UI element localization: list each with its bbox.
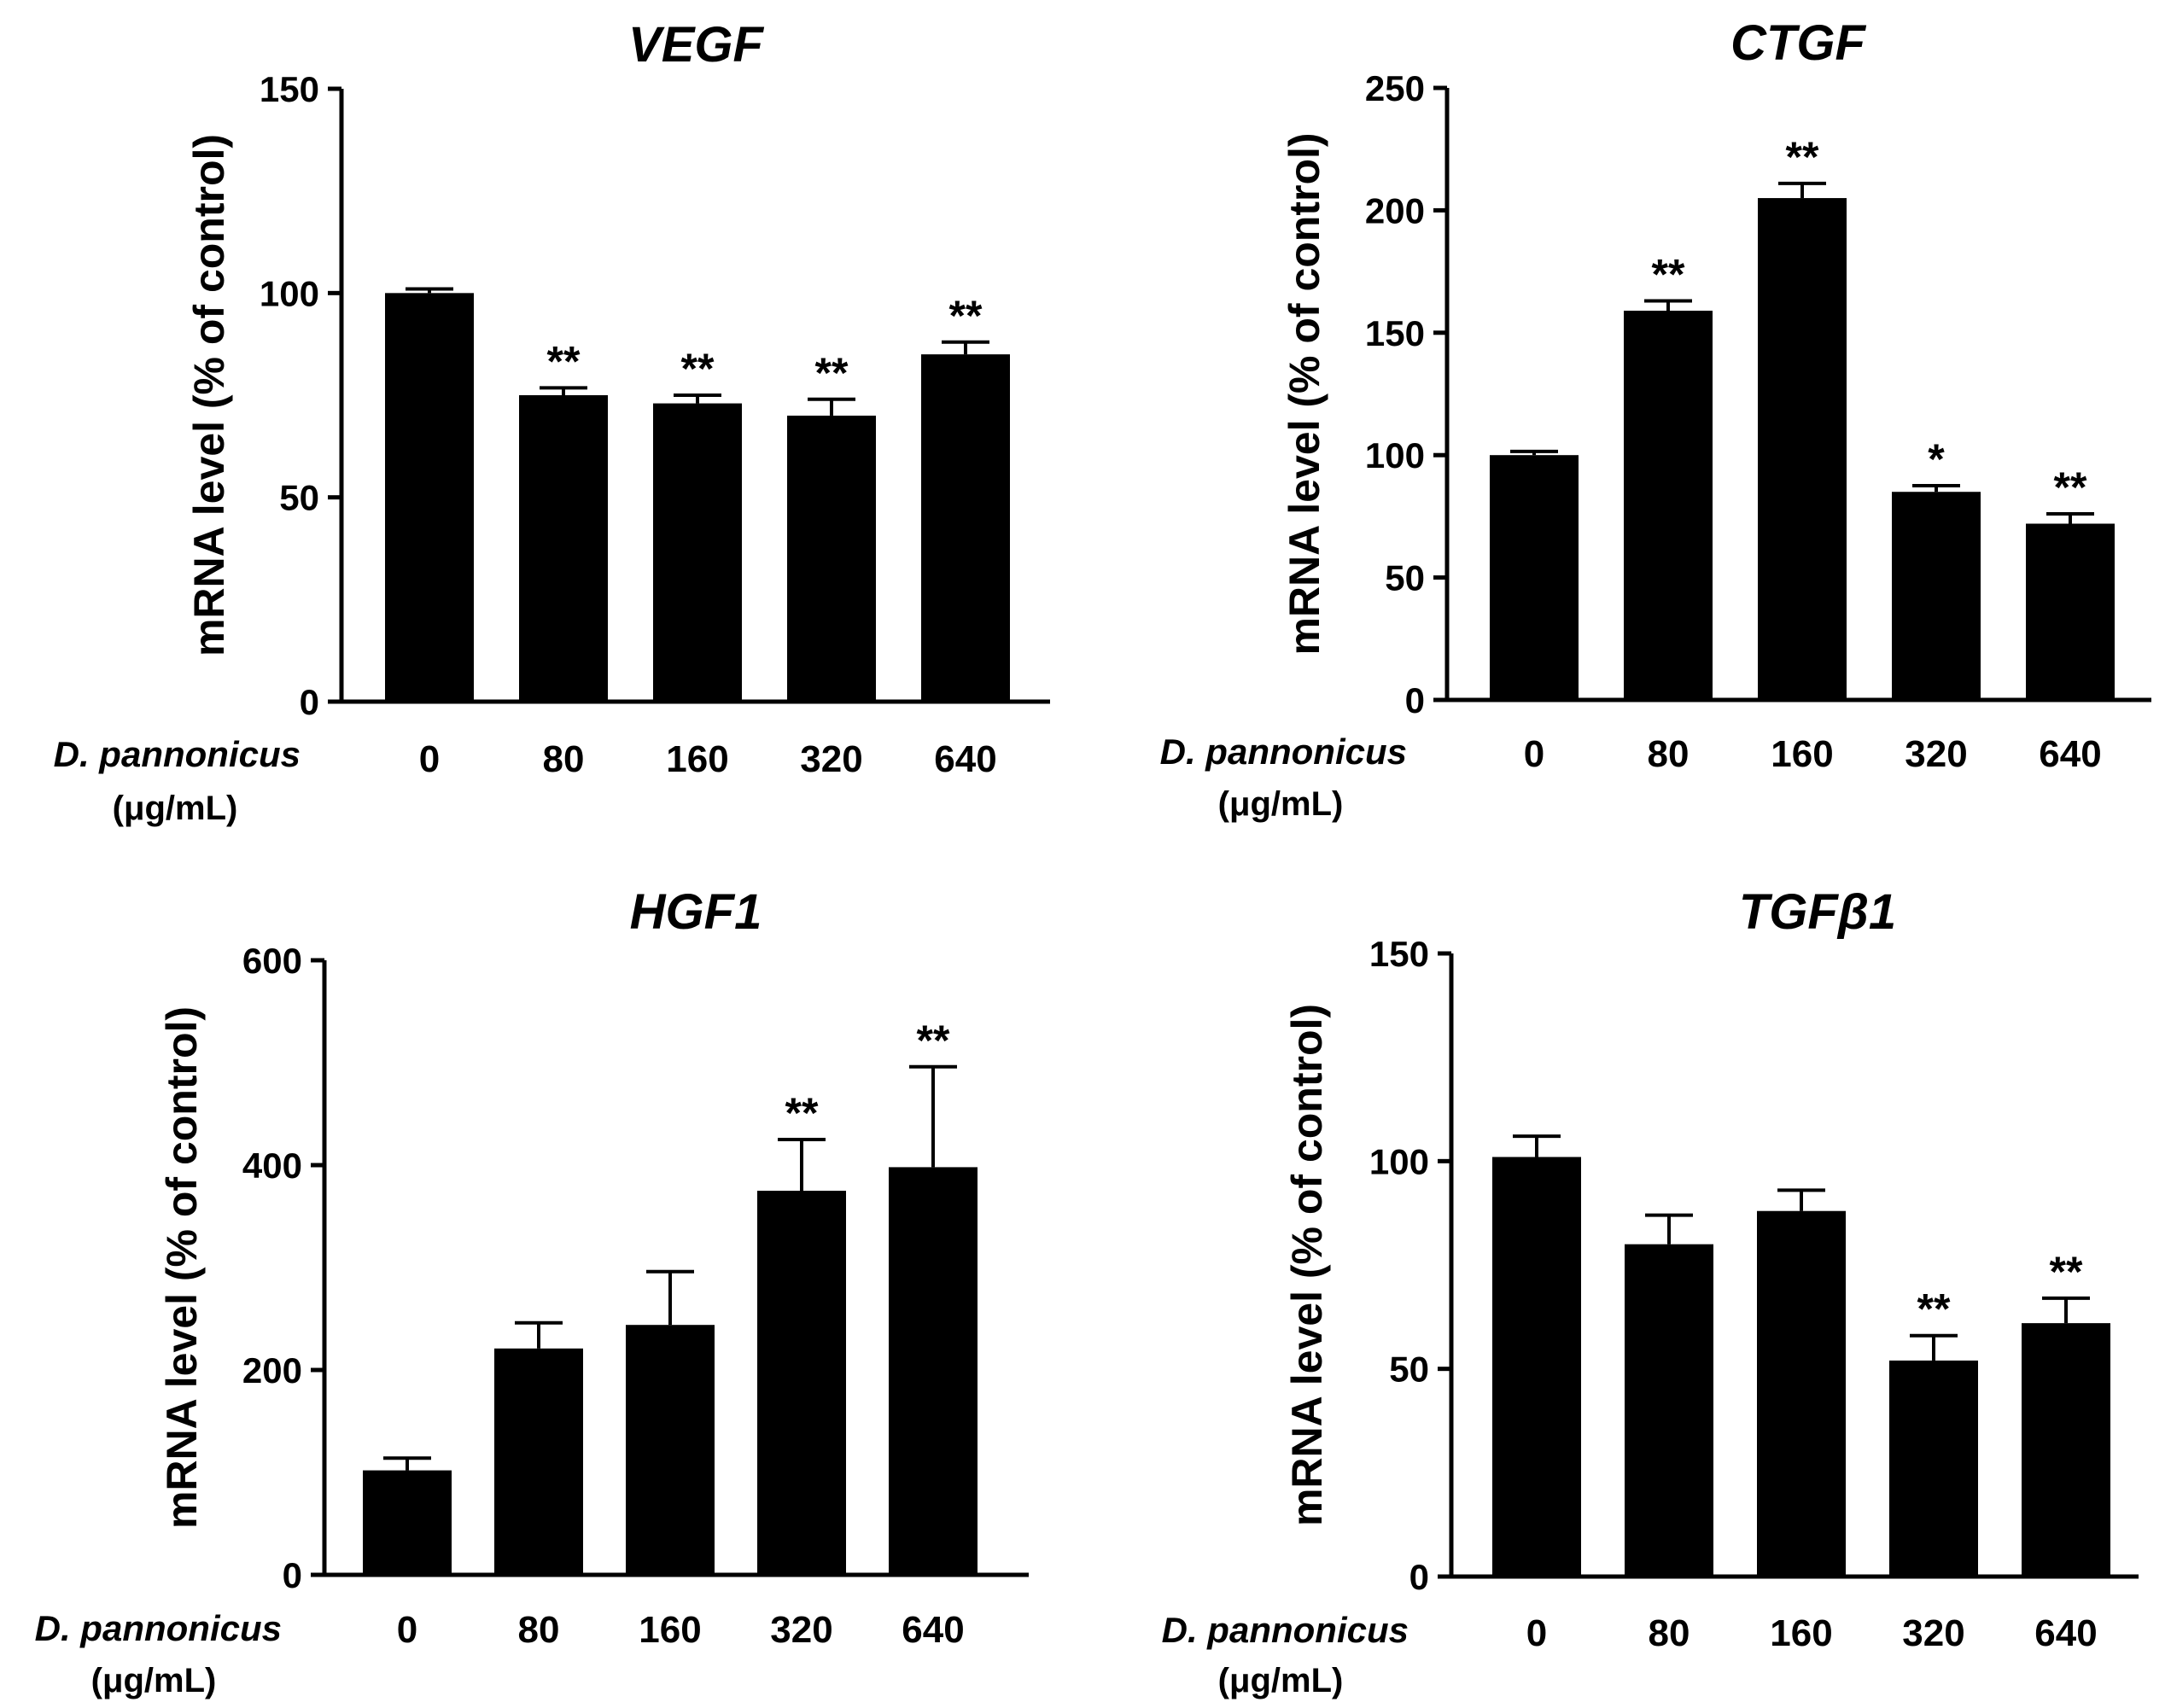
significance-marker: ** [2050, 1248, 2083, 1296]
y-tick-label: 0 [1405, 680, 1425, 720]
x-tick-label: 80 [543, 738, 585, 780]
y-tick-label: 150 [1369, 934, 1429, 974]
x-tick-label: 160 [1770, 1612, 1832, 1654]
y-axis-label: mRNA level (% of control) [1283, 1004, 1331, 1526]
x-tick-label: 640 [902, 1609, 964, 1651]
significance-marker: * [1928, 435, 1945, 483]
y-tick-label: 200 [1365, 190, 1425, 230]
y-tick-label: 250 [1365, 68, 1425, 108]
chart-title: HGF1 [630, 884, 762, 940]
y-tick-label: 0 [1409, 1557, 1429, 1597]
bar [519, 395, 608, 702]
significance-marker: ** [547, 337, 581, 385]
chart-panel-vegf: VEGF mRNA level (% of control) D. pannon… [54, 17, 1050, 827]
significance-marker: ** [949, 292, 983, 340]
bar [1624, 310, 1713, 700]
x-tick-label: 0 [1524, 733, 1544, 775]
x-axis-label: D. pannonicus [54, 734, 301, 774]
x-axis-unit: (μg/mL) [1218, 785, 1344, 823]
y-axis-label: mRNA level (% of control) [1281, 132, 1328, 655]
significance-marker: ** [917, 1017, 950, 1064]
bar-marks: 0 50 100 150 200 250 0 80 ** 160 ** 320 * 640 ** [1365, 68, 2151, 775]
bar [1492, 1157, 1581, 1577]
y-tick-label: 400 [242, 1145, 302, 1186]
bar [1625, 1244, 1713, 1577]
x-tick-label: 0 [419, 738, 440, 780]
x-axis-unit: (μg/mL) [113, 790, 238, 827]
significance-marker: ** [681, 345, 715, 393]
bar [2026, 523, 2115, 700]
chart-title: VEGF [628, 17, 764, 73]
y-tick-label: 600 [242, 941, 302, 981]
x-tick-label: 80 [1649, 1612, 1690, 1654]
bar [889, 1167, 978, 1575]
x-tick-label: 320 [770, 1609, 832, 1651]
chart-panel-ctgf: CTGF mRNA level (% of control) D. pannon… [1160, 15, 2151, 823]
x-tick-label: 0 [1526, 1612, 1547, 1654]
y-tick-label: 50 [1389, 1349, 1429, 1390]
bar-marks: 0 50 100 150 0 80 ** 160 ** 320 ** 640 ** [260, 69, 1050, 780]
x-tick-label: 320 [1902, 1612, 1964, 1654]
x-axis-label: D. pannonicus [1160, 732, 1407, 772]
y-tick-label: 200 [242, 1350, 302, 1390]
bar [1758, 198, 1847, 700]
x-tick-label: 640 [2034, 1612, 2097, 1654]
x-axis-unit: (μg/mL) [91, 1662, 217, 1699]
chart-title: TGFβ1 [1739, 884, 1896, 940]
x-tick-label: 0 [397, 1609, 417, 1651]
y-tick-label: 0 [300, 682, 319, 722]
y-axis-label: mRNA level (% of control) [158, 1006, 206, 1529]
x-tick-label: 80 [518, 1609, 560, 1651]
x-axis-label: D. pannonicus [1162, 1610, 1409, 1650]
x-tick-label: 320 [1905, 733, 1967, 775]
bar [363, 1470, 452, 1575]
x-tick-label: 160 [639, 1609, 701, 1651]
significance-marker: ** [1786, 133, 1819, 181]
bar [921, 354, 1010, 702]
x-tick-label: 320 [800, 738, 862, 780]
bar [1490, 455, 1579, 700]
y-tick-label: 150 [1365, 313, 1425, 353]
significance-marker: ** [815, 349, 849, 397]
x-tick-label: 640 [2039, 733, 2101, 775]
bar [1892, 492, 1981, 700]
chart-title: CTGF [1730, 15, 1866, 71]
chart-panel-tgfb1: TGFβ1 mRNA level (% of control) D. panno… [1162, 884, 2139, 1699]
x-tick-label: 160 [666, 738, 728, 780]
x-axis-unit: (μg/mL) [1218, 1662, 1344, 1699]
y-tick-label: 100 [260, 273, 319, 313]
y-axis-label: mRNA level (% of control) [185, 134, 233, 656]
bar [494, 1348, 583, 1575]
significance-marker: ** [2054, 463, 2087, 511]
bar-marks: 0 50 100 150 0 80 160 320 ** 640 ** [1369, 934, 2139, 1654]
bar [626, 1325, 715, 1575]
y-tick-label: 0 [283, 1555, 302, 1595]
bar [653, 403, 742, 702]
y-tick-label: 50 [279, 478, 319, 518]
bar [1889, 1360, 1978, 1577]
bar-marks: 0 200 400 600 0 80 160 320 ** 640 ** [242, 941, 1029, 1651]
y-tick-label: 100 [1369, 1141, 1429, 1181]
x-tick-label: 80 [1648, 733, 1690, 775]
bar [2022, 1323, 2110, 1577]
significance-marker: ** [1917, 1285, 1951, 1333]
significance-marker: ** [785, 1089, 819, 1137]
x-axis-label: D. pannonicus [35, 1608, 282, 1648]
y-tick-label: 50 [1385, 558, 1425, 598]
y-tick-label: 100 [1365, 435, 1425, 475]
bar [757, 1191, 846, 1575]
bar [1757, 1210, 1846, 1577]
significance-marker: ** [1652, 251, 1685, 299]
y-tick-label: 150 [260, 69, 319, 109]
bar [385, 293, 474, 702]
chart-panel-hgf1: HGF1 mRNA level (% of control) D. pannon… [35, 884, 1029, 1699]
x-tick-label: 160 [1771, 733, 1833, 775]
x-tick-label: 640 [934, 738, 996, 780]
bar [787, 415, 876, 702]
